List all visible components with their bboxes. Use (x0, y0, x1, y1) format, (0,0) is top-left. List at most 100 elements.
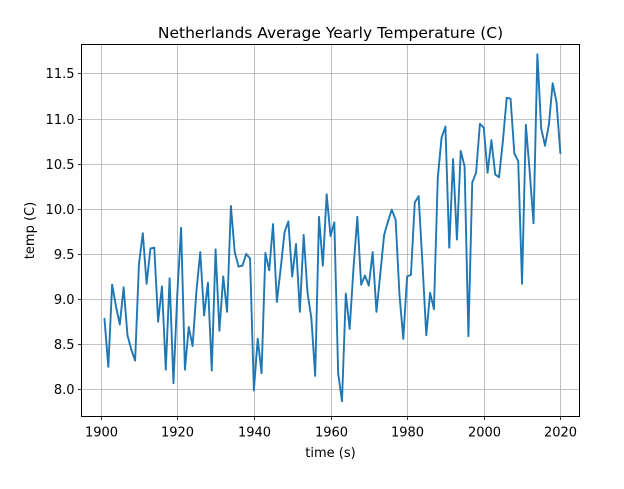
data-point (410, 273, 412, 276)
data-point (555, 101, 558, 104)
data-point (226, 310, 228, 313)
x-axis: 1900 1920 1940 1960 1980 2000 2020 (85, 416, 577, 441)
data-point (252, 389, 255, 392)
data-point (425, 334, 428, 337)
data-point (337, 372, 340, 375)
data-point (505, 96, 508, 99)
data-point (517, 160, 520, 162)
data-point (126, 334, 129, 337)
data-point (348, 328, 351, 330)
data-point (387, 220, 389, 223)
data-point (498, 176, 500, 179)
data-point (444, 125, 447, 128)
data-point (141, 232, 144, 235)
data-point (233, 251, 236, 254)
data-point (356, 216, 359, 218)
y-axis: 8.0 8.5 9.0 9.5 10.0 10.5 11.0 11.5 (46, 67, 82, 398)
data-point (475, 171, 477, 174)
data-point (501, 140, 504, 143)
y-axis-label: temp (C) (23, 202, 38, 259)
data-point (513, 152, 516, 155)
data-point (195, 290, 198, 292)
x-tick-label: 2020 (544, 426, 577, 441)
data-point (302, 234, 305, 236)
data-point (459, 150, 462, 152)
data-point (130, 348, 133, 351)
data-point (118, 323, 121, 326)
series-layer (103, 53, 562, 403)
data-point (283, 231, 286, 234)
data-point (406, 275, 409, 278)
data-point (218, 329, 221, 332)
data-point (367, 284, 370, 287)
y-tick-label: 9.5 (54, 248, 75, 263)
data-point (536, 53, 539, 56)
data-point (268, 269, 271, 272)
data-point (429, 291, 431, 294)
data-point (417, 195, 420, 198)
data-point (214, 248, 217, 251)
data-point (210, 369, 213, 372)
data-point (490, 139, 493, 142)
data-point (122, 286, 125, 289)
data-point (199, 251, 202, 254)
y-tick-label: 11.0 (46, 113, 75, 128)
data-point (329, 235, 332, 237)
data-point (371, 251, 374, 254)
data-point (103, 318, 106, 320)
data-point (479, 123, 481, 125)
data-point (448, 246, 451, 249)
series-line (103, 53, 562, 403)
data-point (256, 337, 259, 340)
y-tick-label: 9.0 (54, 293, 75, 308)
data-point (149, 247, 152, 250)
data-point (456, 238, 458, 241)
data-point (398, 293, 401, 296)
data-point (306, 291, 309, 294)
data-point (107, 365, 110, 368)
data-point (547, 123, 550, 126)
data-point (471, 181, 474, 184)
data-point (321, 264, 324, 267)
data-point (176, 293, 179, 296)
data-point (172, 382, 175, 384)
x-tick-label: 1900 (85, 426, 118, 441)
y-tick-label: 8.0 (54, 383, 75, 398)
x-axis-label: time (s) (305, 446, 355, 461)
data-point (333, 221, 336, 224)
y-tick-label: 10.5 (46, 158, 75, 173)
data-point (298, 310, 301, 313)
data-point (521, 282, 523, 285)
data-point (153, 246, 156, 249)
data-point (544, 144, 546, 147)
data-point (463, 165, 466, 168)
data-point (352, 267, 355, 270)
data-point (344, 292, 347, 295)
data-point (145, 282, 148, 285)
data-point (237, 265, 240, 268)
data-point (264, 252, 267, 254)
data-point (287, 220, 290, 223)
data-point (157, 320, 160, 323)
data-point (191, 345, 194, 347)
data-point (540, 127, 543, 130)
data-point (402, 337, 405, 340)
data-point (260, 372, 263, 375)
data-point (134, 359, 137, 362)
data-point (275, 300, 278, 303)
data-point (168, 277, 171, 280)
data-point (360, 283, 363, 286)
data-point (222, 275, 225, 278)
data-point (249, 257, 251, 260)
data-point (486, 171, 489, 174)
data-point (341, 400, 343, 403)
plot-frame (81, 44, 580, 417)
data-point (383, 234, 386, 236)
data-point (524, 123, 527, 126)
data-point (279, 267, 282, 270)
data-point (494, 173, 497, 176)
data-point (187, 326, 190, 329)
x-tick-label: 2000 (468, 426, 501, 441)
data-point (230, 205, 232, 208)
